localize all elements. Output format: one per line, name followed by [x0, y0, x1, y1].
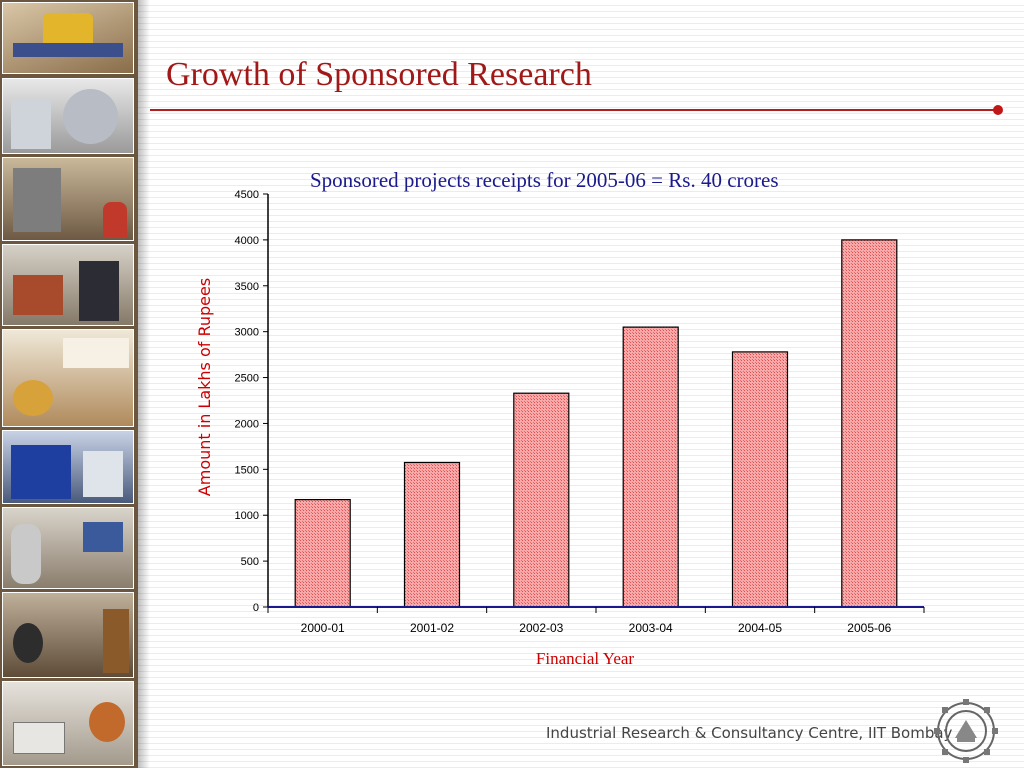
lab-photo	[2, 244, 134, 326]
y-tick-label: 4000	[235, 235, 259, 247]
lab-photo	[2, 157, 134, 241]
lab-photo	[2, 78, 134, 154]
bar-2003-04	[622, 326, 679, 608]
bars	[294, 239, 898, 608]
footer-institute-name: Industrial Research & Consultancy Centre…	[546, 724, 953, 742]
y-tick-label: 2000	[235, 418, 259, 430]
x-tick-labels: 2000-01 2001-02 2002-03 2003-04 2004-05 2005-…	[301, 621, 892, 635]
y-tick-labels: 0 500 1000 1500 2000 2500 3000 3500 4000 4500	[235, 189, 259, 614]
x-tick-label: 2003-04	[629, 621, 673, 635]
bar-2001-02	[403, 461, 461, 608]
x-tick-label: 2004-05	[738, 621, 782, 635]
title-rule-dot	[993, 105, 1003, 115]
bar-2004-05	[731, 351, 789, 608]
y-tick-label: 1500	[235, 464, 259, 476]
slide-title: Growth of Sponsored Research	[166, 56, 592, 93]
bar-2000-01	[294, 499, 351, 608]
x-tick-label: 2001-02	[410, 621, 454, 635]
y-axis-label: Amount in Lakhs of Rupees	[195, 278, 214, 496]
title-rule	[150, 109, 996, 111]
bar-2002-03	[513, 392, 570, 608]
lab-photo	[2, 681, 134, 766]
y-tick-label: 3500	[235, 281, 259, 293]
x-tick-label: 2002-03	[519, 621, 563, 635]
y-tick-label: 0	[253, 602, 259, 614]
x-axis-label: Financial Year	[536, 649, 635, 668]
y-tick-label: 4500	[235, 189, 259, 201]
y-tick-label: 500	[241, 556, 259, 568]
y-tick-label: 1000	[235, 510, 259, 522]
lab-photo	[2, 507, 134, 589]
bar-chart: 0 500 1000 1500 2000 2500 3000 3500 4000 4500 200…	[195, 189, 925, 668]
lab-photo	[2, 329, 134, 427]
y-tick-label: 3000	[235, 327, 259, 339]
y-tick-label: 2500	[235, 373, 259, 385]
x-tick-label: 2000-01	[301, 621, 345, 635]
x-tick-label: 2005-06	[847, 621, 891, 635]
axes	[263, 193, 925, 613]
strip-shadow	[138, 0, 150, 768]
lab-photo	[2, 430, 134, 504]
lab-photo-strip	[0, 0, 138, 768]
lab-photo	[2, 2, 134, 74]
iit-bombay-logo	[934, 699, 998, 763]
chart-title: Sponsored projects receipts for 2005-06 …	[310, 168, 779, 192]
lab-photo	[2, 592, 134, 678]
bar-2005-06	[841, 239, 898, 608]
